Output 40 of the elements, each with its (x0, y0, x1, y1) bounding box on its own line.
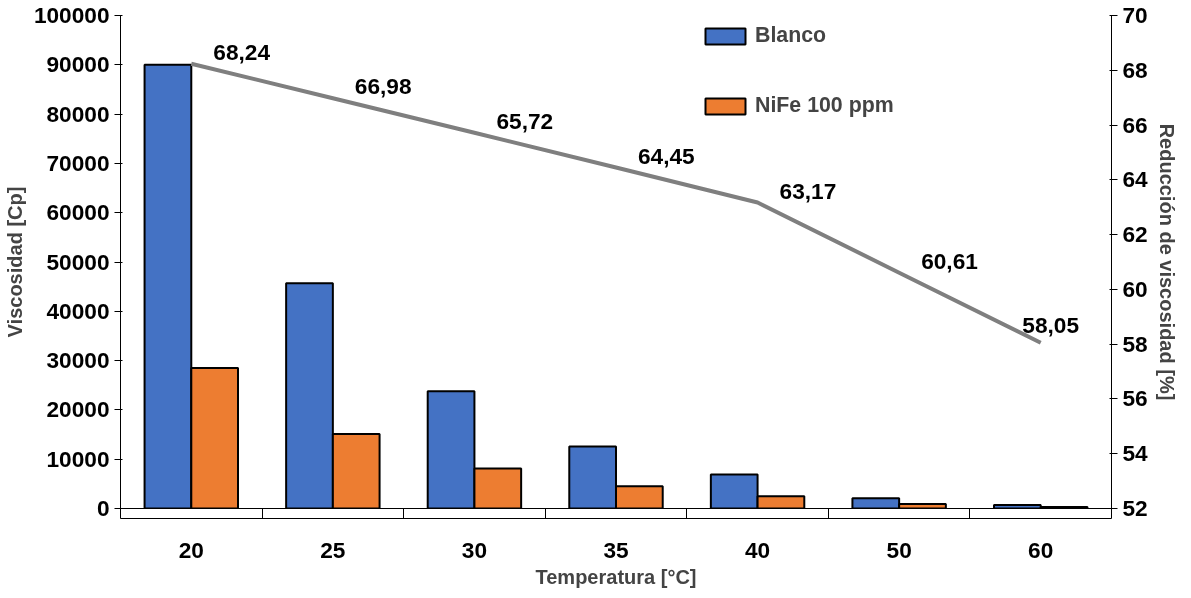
y-tick-label: 20000 (46, 396, 110, 423)
y2-tick-label: 52 (1122, 495, 1148, 521)
legend-label: Blanco (755, 23, 827, 48)
data-label: 60,61 (921, 247, 978, 274)
data-label: 66,98 (354, 73, 412, 100)
x-tick-label: 35 (603, 536, 629, 563)
data-label: 68,24 (213, 38, 271, 65)
x-tick-label: 40 (744, 536, 771, 563)
y2-tick-label: 54 (1122, 440, 1149, 467)
data-label: 63,17 (779, 177, 837, 204)
y-tick-label: 80000 (46, 100, 110, 127)
y-tick-label: 50000 (46, 248, 110, 275)
x-tick-label: 60 (1028, 536, 1054, 563)
y2-tick-label: 68 (1122, 56, 1148, 83)
y2-tick-label: 56 (1122, 385, 1148, 412)
y2-axis-title: Reducción de viscosidad [%] (1155, 123, 1178, 401)
y-tick-label: 40000 (46, 297, 110, 324)
y-tick-label: 100000 (33, 2, 110, 28)
y-axis-title: Viscosidad [Cp] (3, 186, 26, 338)
y-tick-label: 0 (96, 495, 110, 521)
x-tick-label: 30 (461, 536, 488, 563)
y-tick-label: 10000 (46, 445, 110, 472)
x-tick-label: 25 (320, 536, 346, 563)
data-label: 58,05 (1022, 311, 1080, 338)
y-tick-label: 60000 (46, 199, 110, 226)
y2-tick-label: 64 (1122, 166, 1149, 193)
x-tick-label: 20 (178, 536, 204, 563)
y-tick-label: 70000 (46, 149, 110, 176)
y2-tick-label: 66 (1122, 111, 1148, 138)
y-tick-label: 30000 (46, 347, 110, 374)
data-label: 64,45 (638, 142, 695, 169)
y2-tick-label: 70 (1122, 2, 1148, 28)
legend-label: NiFe 100 ppm (755, 93, 894, 118)
y2-tick-label: 58 (1122, 330, 1148, 357)
y2-tick-label: 62 (1122, 221, 1148, 248)
x-tick-label: 50 (886, 536, 912, 563)
y-tick-label: 90000 (46, 51, 110, 78)
data-label: 65,72 (496, 107, 554, 134)
x-axis-title: Temperatura [°C] (535, 565, 697, 588)
y2-tick-label: 60 (1122, 275, 1148, 302)
